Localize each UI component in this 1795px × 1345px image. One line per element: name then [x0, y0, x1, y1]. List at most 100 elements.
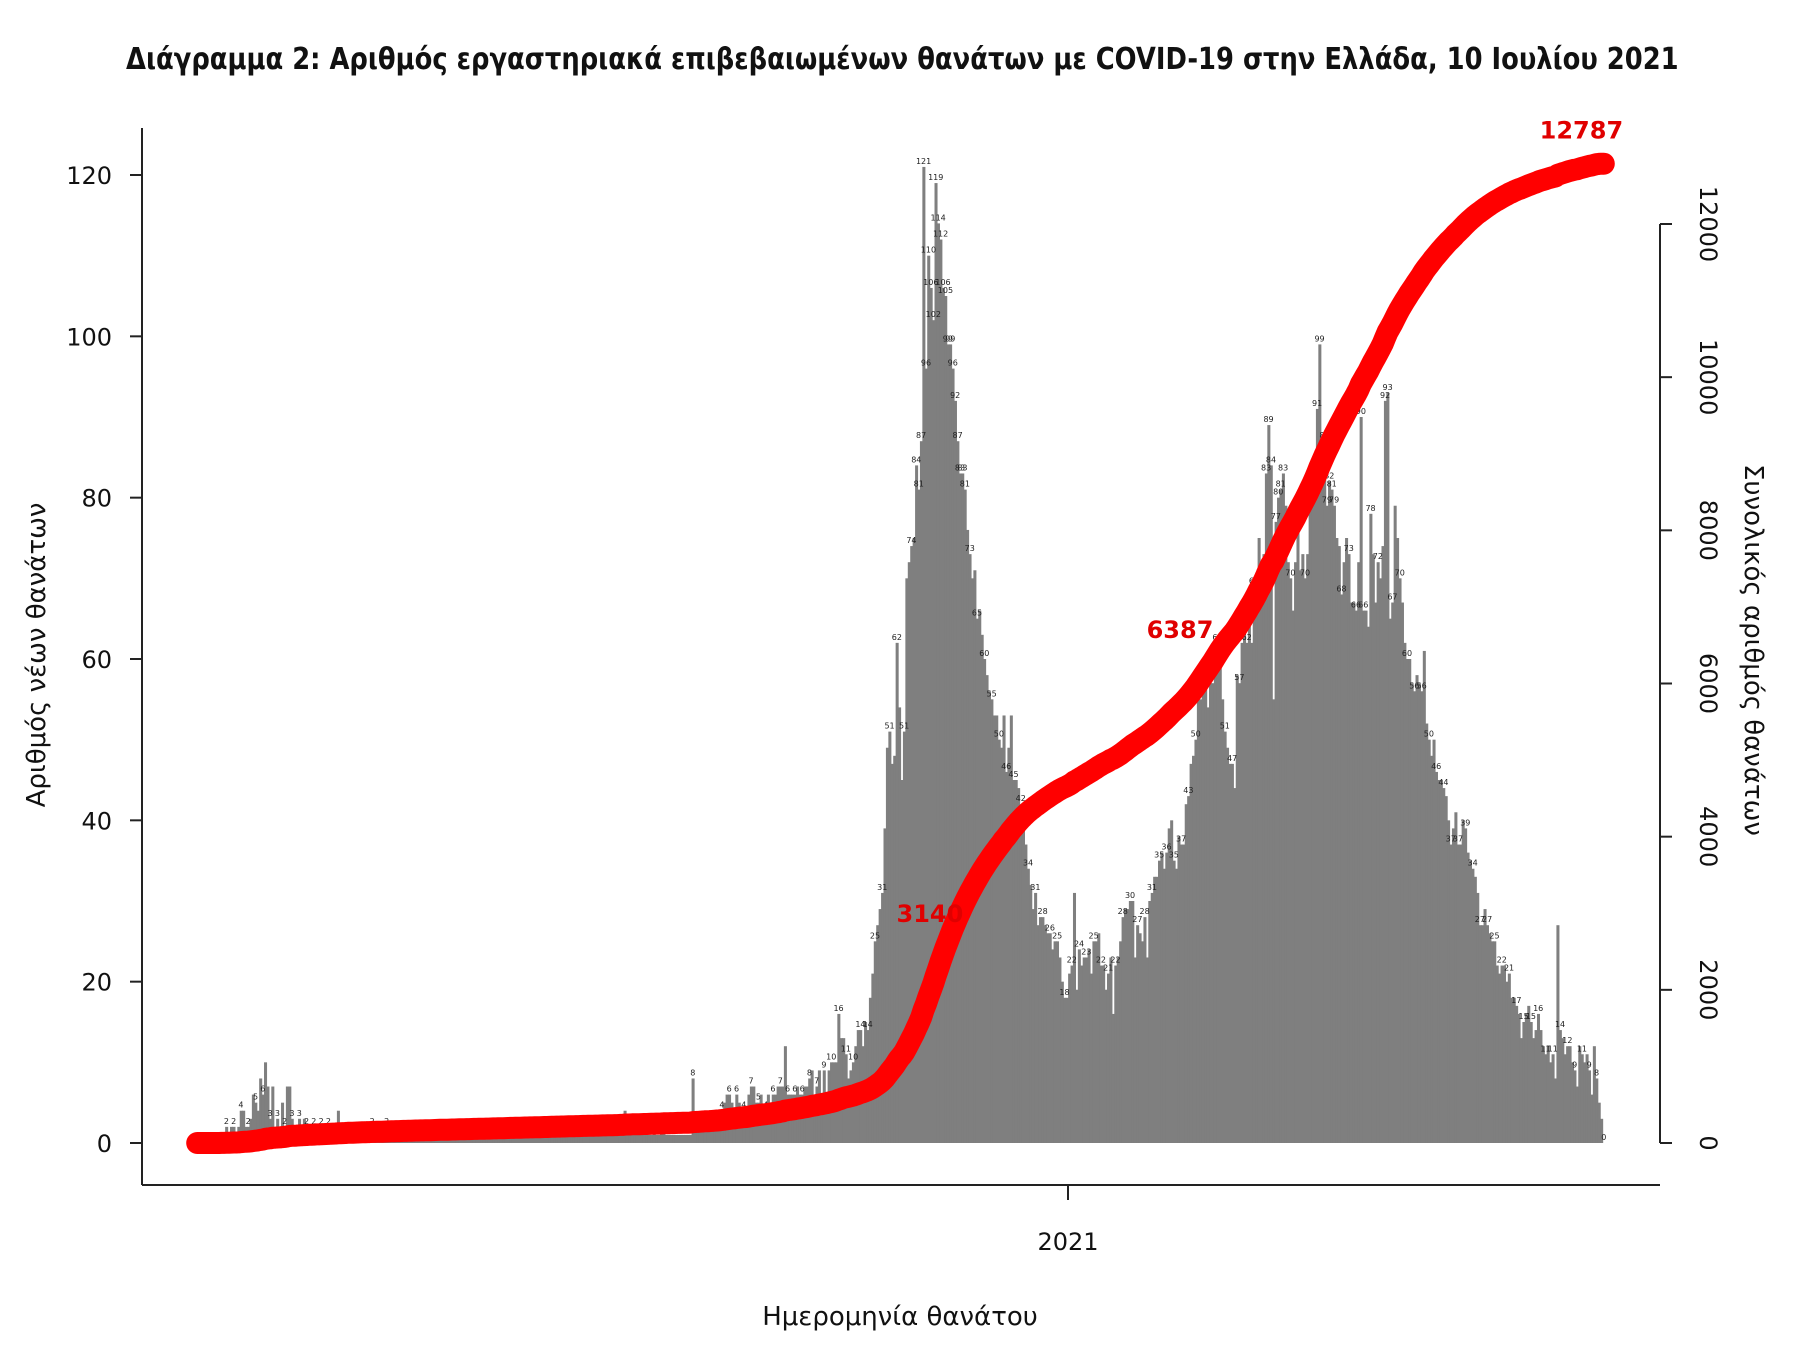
bar [1034, 892, 1038, 1143]
bar-value-label: 16 [1533, 1004, 1543, 1013]
bar [956, 441, 960, 1143]
bar [966, 529, 970, 1143]
bar [847, 1078, 851, 1143]
bar [1240, 642, 1244, 1143]
bar [565, 1134, 569, 1143]
bar-value-label: 66 [1351, 601, 1361, 610]
bar-value-label: 106 [923, 278, 938, 287]
bar [1345, 538, 1349, 1143]
bar-value-label: 78 [1365, 504, 1375, 513]
bar [1216, 642, 1220, 1143]
bar-value-label: 3 [268, 1109, 273, 1118]
bar [1196, 699, 1200, 1143]
bar-value-label: 65 [972, 609, 982, 618]
bar [1104, 989, 1108, 1143]
bar [1187, 796, 1191, 1143]
bar [1182, 844, 1186, 1143]
bar [1235, 675, 1239, 1143]
bar-value-label: 28 [1118, 907, 1128, 916]
bar [1590, 1094, 1594, 1143]
bar-value-label: 31 [1147, 883, 1157, 892]
bar-value-label: 45 [1008, 770, 1018, 779]
bar [591, 1134, 596, 1143]
bar [577, 1134, 581, 1143]
bar [543, 1134, 547, 1143]
bar [1505, 981, 1509, 1143]
bar [1184, 804, 1188, 1143]
bar [1524, 1013, 1528, 1143]
bar [1106, 973, 1111, 1143]
bar-value-label: 73 [965, 544, 975, 553]
bar [511, 1134, 515, 1143]
bar [1206, 707, 1210, 1143]
bar [1051, 949, 1055, 1143]
bar [1532, 1038, 1536, 1143]
bar-value-label: 119 [928, 173, 943, 182]
bar [251, 1094, 255, 1143]
bar [895, 642, 899, 1143]
bar [1386, 392, 1390, 1143]
bar-value-label: 31 [1030, 883, 1040, 892]
bar [1145, 957, 1149, 1143]
bar [647, 1134, 651, 1143]
bar [1126, 909, 1130, 1143]
bar [1359, 417, 1363, 1143]
bar-value-label: 6 [727, 1085, 732, 1094]
bar [1301, 554, 1305, 1143]
bar [645, 1134, 649, 1143]
bar [1116, 957, 1120, 1143]
bar-value-label: 25 [1089, 931, 1099, 940]
bar [1541, 1046, 1545, 1143]
bar [633, 1134, 637, 1143]
bar [958, 473, 962, 1144]
bar [1177, 836, 1181, 1143]
bar [1228, 763, 1232, 1143]
bar [961, 473, 965, 1144]
bar [579, 1134, 583, 1143]
bar-value-label: 96 [948, 359, 958, 368]
bar [266, 1086, 270, 1143]
bar [1600, 1118, 1604, 1143]
bar-value-label: 50 [1191, 730, 1201, 739]
y-right-tick-label: 2000 [1694, 959, 1722, 1020]
bar-value-label: 46 [1431, 762, 1441, 771]
bar [1009, 715, 1013, 1143]
y-right-tick-label: 8000 [1694, 500, 1722, 561]
cumulative-value-label: 3140 [897, 900, 964, 928]
bar [1041, 917, 1045, 1143]
bar [1483, 909, 1487, 1143]
bar [929, 287, 933, 1143]
bar [1284, 505, 1288, 1144]
bar-value-label: 14 [855, 1020, 865, 1029]
bar [953, 400, 957, 1143]
bar [1323, 441, 1327, 1143]
bar-value-label: 28 [1038, 907, 1048, 916]
bar [550, 1134, 554, 1143]
bar [1507, 973, 1511, 1143]
bar-value-label: 30 [1125, 891, 1135, 900]
bar [1566, 1046, 1570, 1143]
bar [1046, 933, 1050, 1143]
bar [813, 1094, 817, 1143]
bar [1004, 771, 1008, 1143]
bar-value-label: 7 [749, 1077, 754, 1086]
bar [1092, 941, 1096, 1143]
bar [1072, 892, 1077, 1143]
bar [1517, 1013, 1521, 1143]
bar [1102, 965, 1106, 1143]
bar-value-label: 8 [1594, 1068, 1599, 1077]
bar [990, 699, 994, 1143]
bar-value-label: 18 [1059, 988, 1069, 997]
bar-value-label: 60 [979, 649, 989, 658]
bar [696, 1126, 700, 1143]
bar [1510, 997, 1514, 1143]
x-axis-label: Ημερομηνία θανάτου [762, 1302, 1038, 1332]
bar-value-label: 81 [1276, 480, 1286, 489]
bar [1252, 586, 1256, 1143]
bar [669, 1134, 673, 1143]
bar [1558, 1030, 1562, 1143]
bar [560, 1134, 564, 1143]
bar [1366, 626, 1370, 1143]
bar [900, 780, 904, 1143]
bar [1488, 933, 1492, 1143]
